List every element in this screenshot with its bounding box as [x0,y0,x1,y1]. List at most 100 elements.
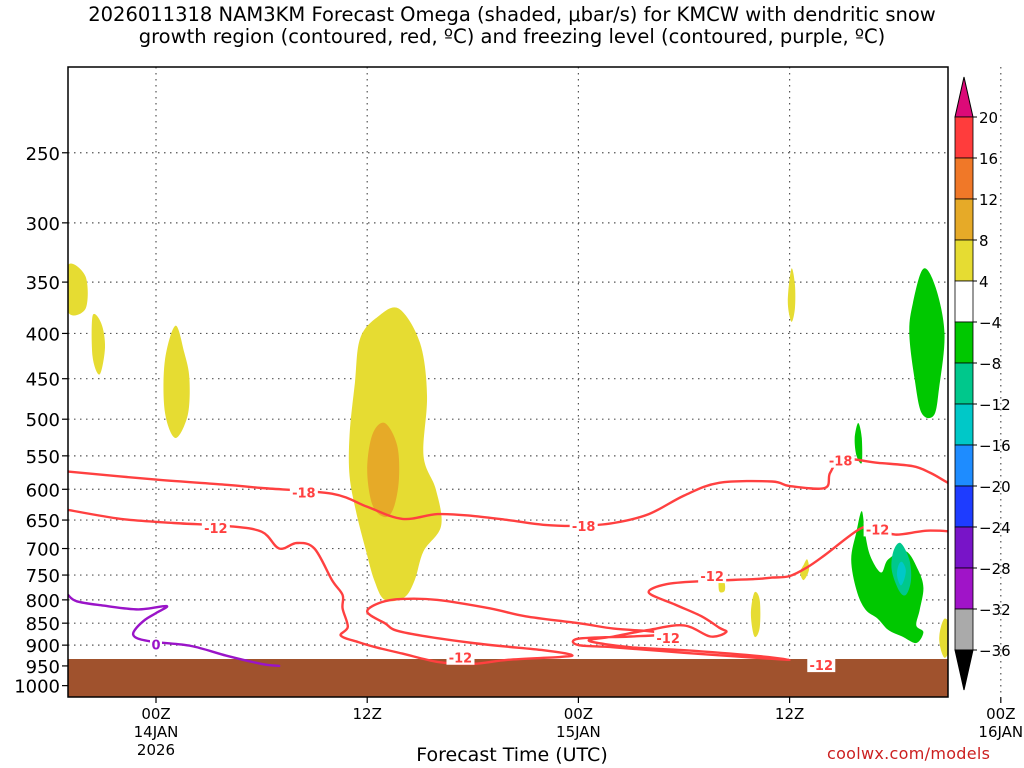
omega-shading [68,263,948,658]
colorbar-label-1: 16 [979,150,998,168]
colorbar-bottom-cap [954,649,974,691]
colorbar-label-10: −24 [979,519,1011,537]
y-tick-label-400: 400 [26,324,60,345]
y-tick-label-650: 650 [26,511,60,532]
colorbar-swatch-11 [954,567,974,610]
contour-label--12-2: -12 [656,632,680,647]
contour-label-bg--18-1 [569,518,598,533]
y-tick-label-350: 350 [26,273,60,294]
y-tick-label-250: 250 [26,144,60,165]
contour-label-bg--12-1 [446,650,475,665]
colorbar-label-4: 4 [979,273,989,291]
colorbar-swatch-4 [954,280,974,323]
credit-link[interactable]: coolwx.com/models [827,744,991,763]
contour-label-bg--12-2 [654,630,683,645]
x-tick-label-24: 00Z [564,705,593,723]
contours [68,457,948,668]
plot-frame [67,66,949,698]
colorbar-swatch-0 [954,116,974,159]
contour-label-bg--12-4 [807,658,836,673]
y-tick-label-950: 950 [26,657,60,678]
x-tick-label-48: 00Z [986,705,1015,723]
x-tick-label-36: 12Z [775,705,804,723]
colorbar-label-3: 8 [979,232,989,250]
x-tick-date-24: 15JAN [556,723,601,741]
colorbar-label-13: −36 [979,642,1011,660]
colorbar-label-6: −8 [979,355,1001,373]
contour-label-bg-0-0 [150,637,162,652]
x-tick-label-12: 12Z [353,705,382,723]
colorbar-top-cap [954,76,974,118]
colorbar-swatch-3 [954,239,974,282]
omega-region-positive-8 [750,591,761,638]
contour-label--18-2: -18 [829,455,853,470]
contour-line--18 [68,457,948,528]
colorbar-label-7: −12 [979,396,1011,414]
colorbar-swatch-8 [954,444,974,487]
omega-region-positive-0 [68,263,88,316]
contour-label-bg--18-0 [289,485,318,500]
colorbar-swatch-2 [954,198,974,241]
y-tick-label-750: 750 [26,566,60,587]
title-line-1: 2026011318 NAM3KM Forecast Omega (shaded… [88,3,936,26]
y-tick-label-700: 700 [26,540,60,561]
y-tick-label-850: 850 [26,614,60,635]
omega-region-positive-9 [939,618,948,658]
contour-line--12 [68,508,948,666]
y-tick-label-450: 450 [26,370,60,391]
title-line-2: growth region (contoured, red, ºC) and f… [138,25,886,48]
contour-labels: -18 -18 -18 -12 -12 -12 -12 -12 -12 0 [150,453,892,674]
omega-region-positive-1 [91,313,106,375]
colorbar-swatch-9 [954,485,974,528]
chart-title: 2026011318 NAM3KM Forecast Omega (shaded… [0,4,1024,48]
plot-background [68,67,948,697]
colorbar-swatch-5 [954,321,974,364]
x-tick-year-0: 2026 [137,741,175,759]
y-tick-label-500: 500 [26,410,60,431]
contour-label-bg--12-0 [201,521,230,536]
contour-label--12-5: -12 [866,523,890,538]
colorbar-label-8: −16 [979,437,1011,455]
omega-region-positive-4 [367,422,400,518]
y-tick-label-900: 900 [26,636,60,657]
contour-label--12-0: -12 [204,522,228,537]
contour-label-bg--18-2 [826,453,855,468]
y-axis: 2503003504004505005506006507007508008509… [14,144,68,698]
colorbar-label-0: 20 [979,109,998,127]
colorbar-swatch-12 [954,608,974,651]
contour-label--18-0: -18 [292,486,316,501]
omega-region-negative-12 [854,423,863,464]
y-tick-label-600: 600 [26,480,60,501]
y-tick-label-550: 550 [26,447,60,468]
x-tick-date-0: 14JAN [134,723,179,741]
contour-label-bg--12-3 [698,569,727,584]
omega-region-negative-15 [896,561,906,586]
colorbar-swatch-10 [954,526,974,569]
omega-region-negative-10 [909,268,945,419]
y-tick-label-800: 800 [26,591,60,612]
colorbar-swatch-1 [954,157,974,200]
x-axis-title: Forecast Time (UTC) [416,744,608,766]
contour-label--12-4: -12 [810,659,834,674]
x-tick-date-48: 16JAN [978,723,1023,741]
contour-label-bg--12-5 [863,522,892,537]
colorbar-label-2: 12 [979,191,998,209]
y-tick-label-300: 300 [26,214,60,235]
colorbar-swatch-7 [954,403,974,446]
ground-below-surface [68,659,948,697]
omega-region-positive-5 [787,268,796,322]
y-tick-label-1000: 1000 [14,677,60,698]
contour-label--12-1: -12 [449,652,473,667]
colorbar-label-11: −28 [979,560,1011,578]
colorbar-label-9: −20 [979,478,1011,496]
contour-label--18-1: -18 [572,520,596,535]
colorbar-label-5: −4 [979,314,1001,332]
colorbar-label-12: −32 [979,601,1011,619]
contour-label-0-0: 0 [151,639,160,654]
contour-line-0 [68,593,281,668]
colorbar: 20 16 12 8 4 −4 −8 −12 −16 −20 −24 −28 −32 −36 [954,76,1011,691]
contour-label--12-3: -12 [700,570,724,585]
omega-region-negative-13 [851,511,924,644]
